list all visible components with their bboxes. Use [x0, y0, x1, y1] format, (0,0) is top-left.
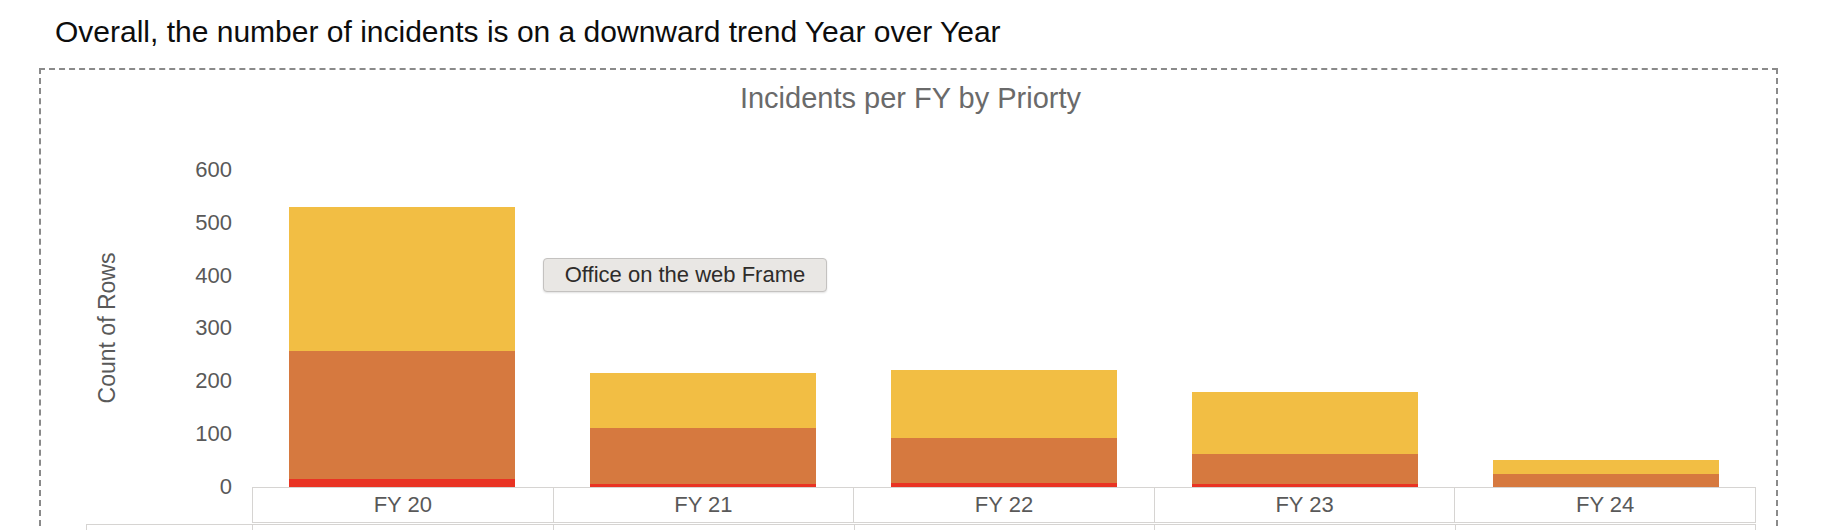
bar-stack-fy23[interactable]: [1192, 392, 1418, 487]
page-heading: Overall, the number of incidents is on a…: [55, 14, 1001, 50]
data-table-partial-row: [86, 524, 1756, 530]
table-grid-stub: [553, 525, 554, 530]
category-cell-fy21: FY 21: [554, 487, 855, 523]
bar-segment-orange-priority[interactable]: [1493, 474, 1719, 487]
bar-stack-fy24[interactable]: [1493, 460, 1719, 487]
category-cell-fy24: FY 24: [1455, 487, 1756, 523]
bar-stack-fy20[interactable]: [289, 207, 515, 487]
category-cell-fy22: FY 22: [854, 487, 1155, 523]
y-tick-label: 100: [132, 421, 232, 447]
tooltip: Office on the web Frame: [543, 258, 827, 292]
bar-segment-yellow-priority[interactable]: [289, 207, 515, 351]
bar-segment-orange-priority[interactable]: [891, 438, 1117, 483]
category-label: FY 24: [1576, 492, 1634, 518]
category-label: FY 20: [374, 492, 432, 518]
table-grid-stub: [86, 525, 87, 530]
category-label: FY 22: [975, 492, 1033, 518]
bar-segment-orange-priority[interactable]: [289, 351, 515, 479]
y-tick-label: 0: [132, 474, 232, 500]
category-label: FY 21: [674, 492, 732, 518]
y-tick-label: 500: [132, 210, 232, 236]
bar-segment-yellow-priority[interactable]: [891, 370, 1117, 438]
bar-segment-yellow-priority[interactable]: [1192, 392, 1418, 454]
category-cell-fy23: FY 23: [1155, 487, 1456, 523]
office-web-canvas: Overall, the number of incidents is on a…: [0, 0, 1822, 530]
y-tick-label: 200: [132, 368, 232, 394]
y-tick-label: 300: [132, 315, 232, 341]
table-grid-stub: [1154, 525, 1155, 530]
y-tick-label: 600: [132, 157, 232, 183]
bar-segment-yellow-priority[interactable]: [590, 373, 816, 428]
category-label: FY 23: [1275, 492, 1333, 518]
bar-segment-red-priority[interactable]: [289, 479, 515, 487]
bar-segment-orange-priority[interactable]: [1192, 454, 1418, 484]
table-grid-stub: [854, 525, 855, 530]
table-grid-stub: [1455, 525, 1456, 530]
y-tick-label: 400: [132, 263, 232, 289]
bar-segment-yellow-priority[interactable]: [1493, 460, 1719, 474]
bar-segment-orange-priority[interactable]: [590, 428, 816, 485]
table-grid-stub: [252, 525, 253, 530]
bar-stack-fy22[interactable]: [891, 370, 1117, 487]
chart-title: Incidents per FY by Priorty: [39, 82, 1782, 115]
category-axis-row: FY 20 FY 21 FY 22 FY 23 FY 24: [252, 487, 1756, 523]
bar-stack-fy21[interactable]: [590, 373, 816, 487]
table-grid-stub: [1755, 525, 1756, 530]
tooltip-label: Office on the web Frame: [565, 262, 806, 288]
y-axis-title: Count of Rows: [94, 253, 121, 404]
category-cell-fy20: FY 20: [252, 487, 554, 523]
